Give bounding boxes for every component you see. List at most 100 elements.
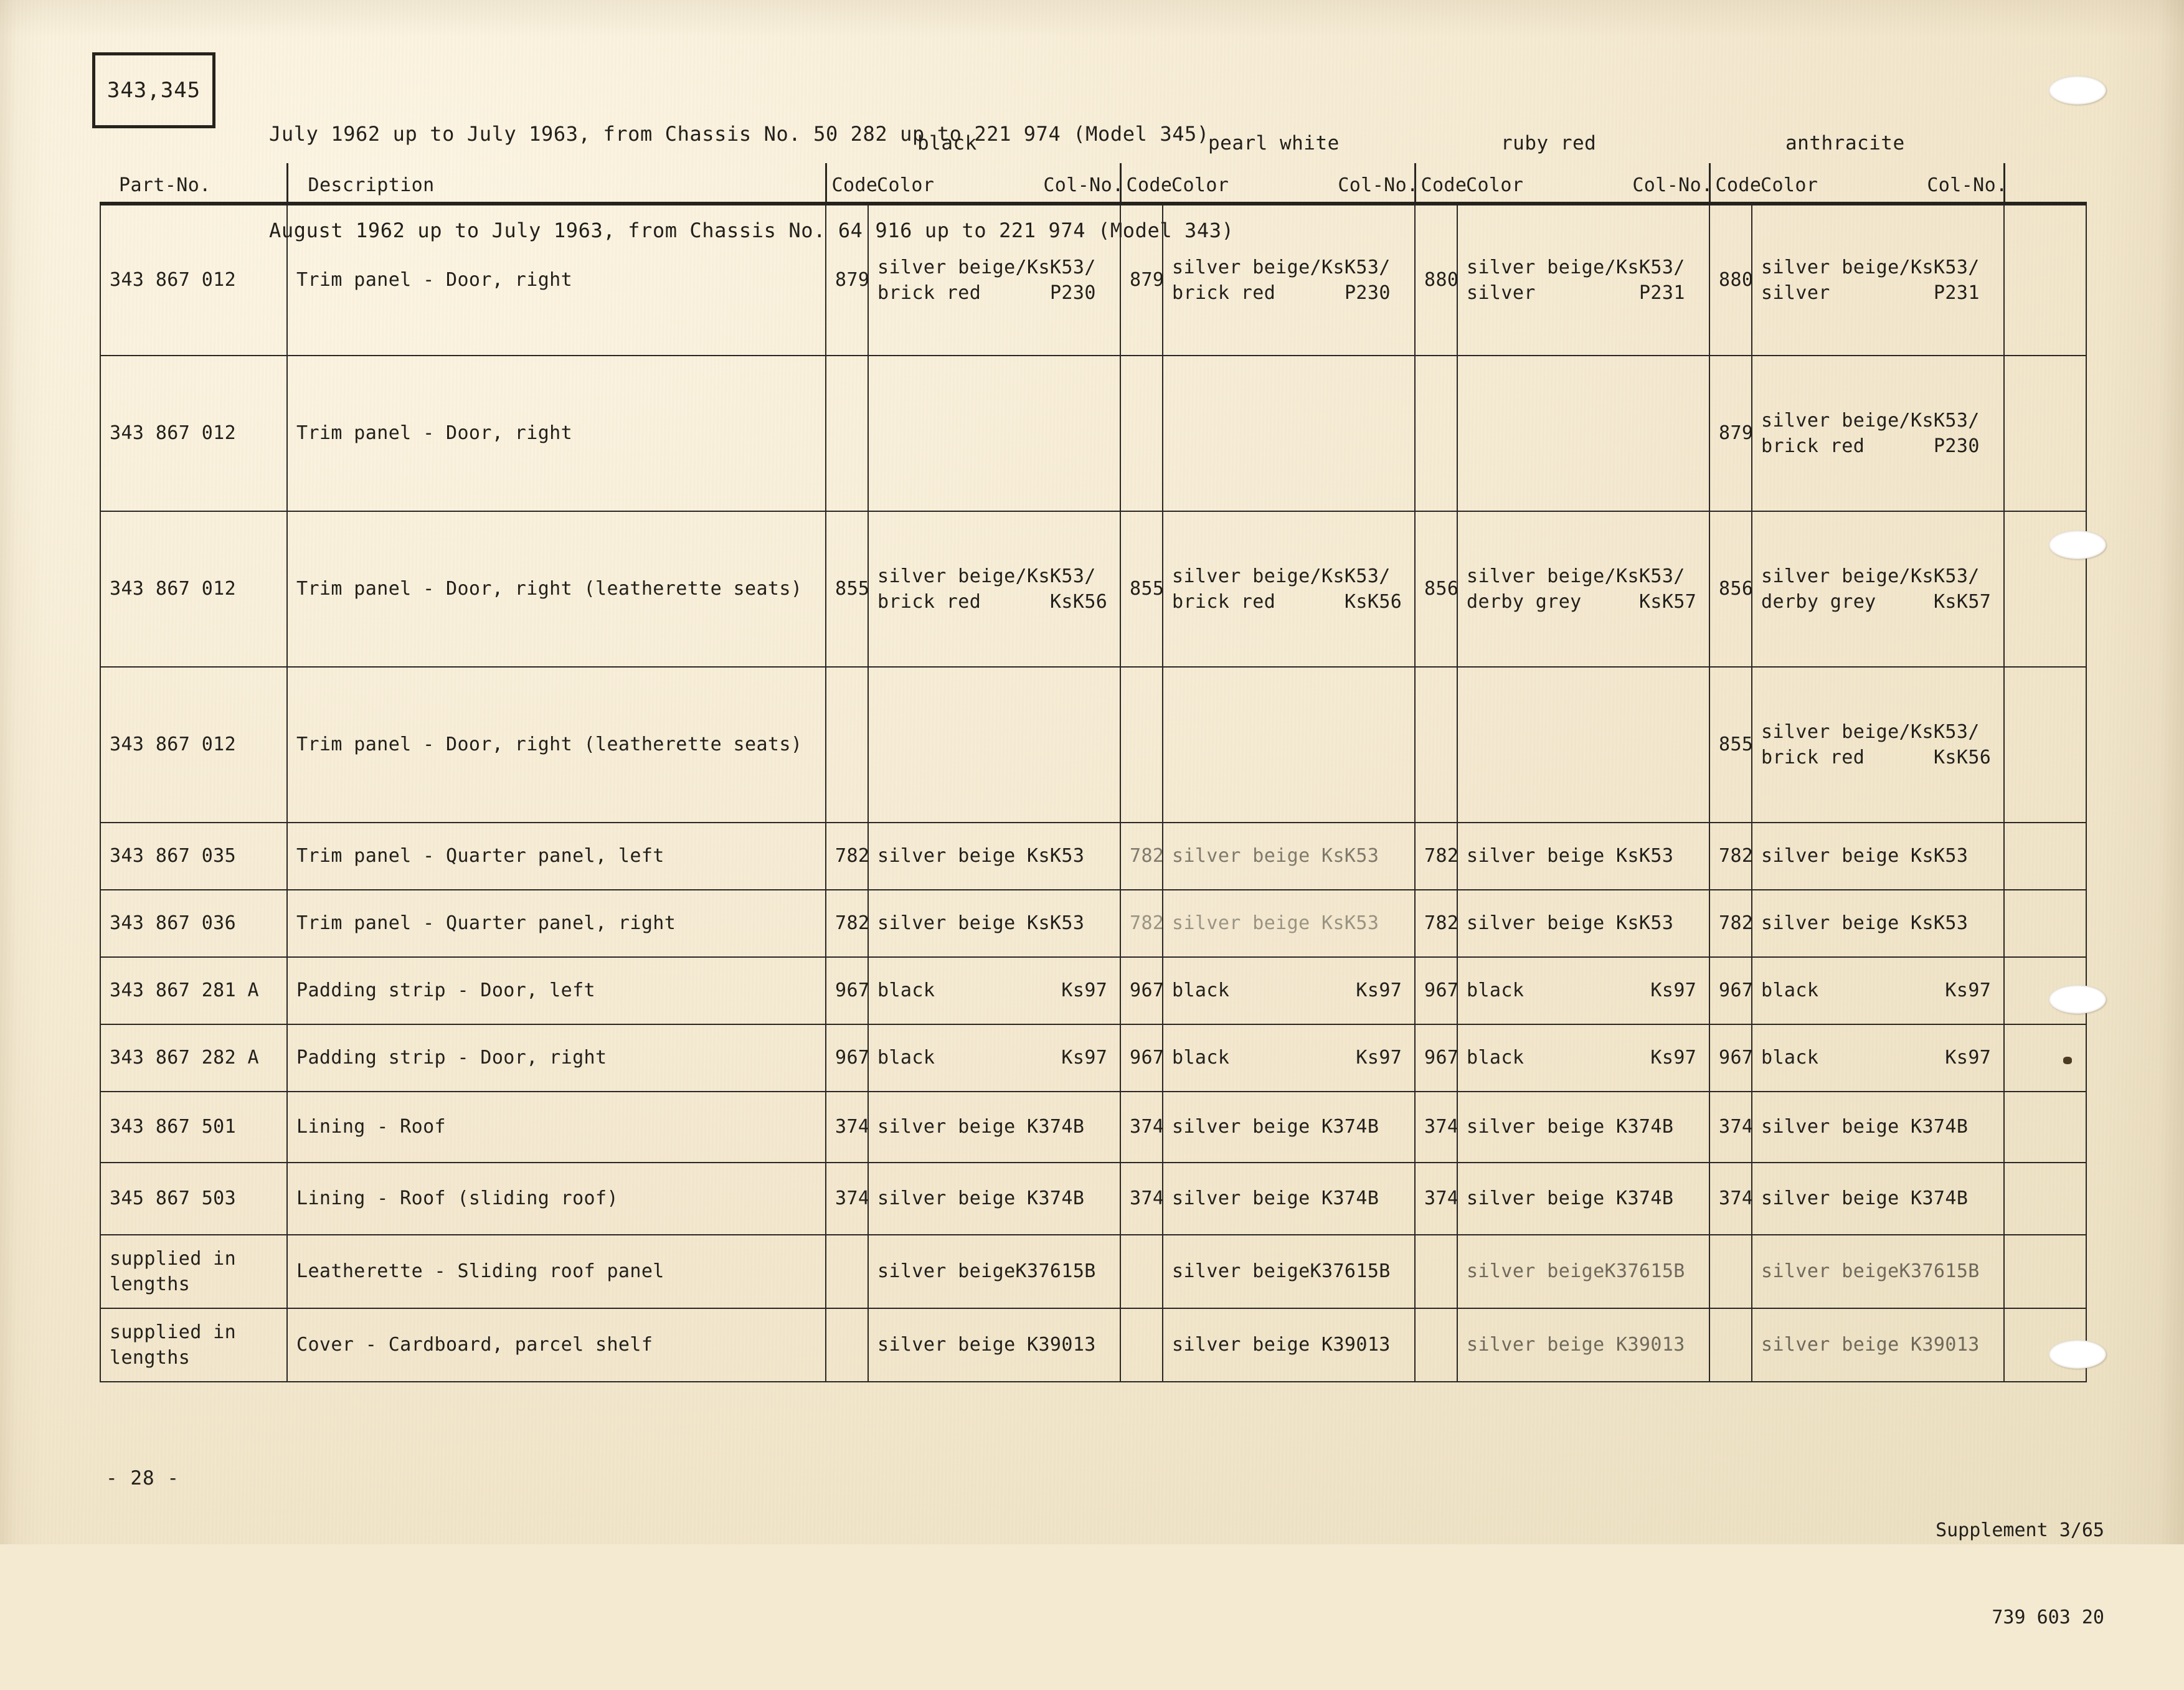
cell-code: 967 [1414, 1024, 1458, 1092]
paper-speck [2063, 1057, 2072, 1064]
color-name: silver beige/KsK53/ [1467, 256, 1685, 278]
cell-color: silver beigeK37615B [867, 1234, 1121, 1309]
parts-table-body: 343 867 012 Trim panel - Door, right 879 si… [100, 203, 2087, 1382]
cell-code: 855 [825, 511, 869, 668]
cell-part-no: 343 867 281 A [100, 956, 288, 1025]
colno-text: Col-No. [1632, 174, 1713, 196]
cell-description: Cover - Cardboard, parcel shelf [286, 1308, 826, 1382]
cell-color: silver beige/KsK53/brick red KsK56 [1162, 511, 1416, 668]
color-name: silver beige/KsK53/ [1761, 565, 1980, 587]
cell-code: 374 [1709, 1091, 1753, 1163]
table-row: 343 867 012 Trim panel - Door, right (lea… [100, 511, 2087, 668]
cell-color: silver beige K39013 [1457, 1308, 1710, 1382]
color-text: Color [1171, 174, 1229, 196]
model-number-label: 343,345 [106, 78, 201, 103]
color-name-2: derby grey [1467, 591, 1639, 613]
cell-code: 856 [1709, 511, 1753, 668]
color-name: black [1467, 980, 1651, 1002]
color-name: silver beige K374B [877, 1116, 1085, 1138]
col-no: Ks97 [1945, 1047, 1992, 1069]
col-no: Ks97 [1061, 1047, 1108, 1069]
color-name-2: silver [1761, 282, 1934, 304]
cell-color: silver beige KsK53 [1751, 889, 2005, 958]
color-name: black [1467, 1047, 1651, 1069]
table-row: 343 867 501 Lining - Roof 374 silver beige … [100, 1091, 2087, 1163]
group-header-anthracite: anthracite [1785, 132, 1905, 154]
col-no-2: KsK56 [1049, 591, 1108, 613]
cell-trailing [2003, 889, 2087, 958]
cell-color: silver beige/KsK53/brick red KsK56 [867, 511, 1121, 668]
color-name: silver beige KsK53 [1761, 912, 1969, 935]
cell-code: 374 [825, 1091, 869, 1163]
cell-code: 967 [1709, 1024, 1753, 1092]
color-text: Color [877, 174, 935, 196]
chassis-range-line-1: July 1962 up to July 1963, from Chassis … [269, 121, 1209, 146]
col-no: Ks97 [1650, 1047, 1697, 1069]
col-no-2: P230 [1344, 282, 1391, 304]
cell-color: black Ks97 [1457, 1024, 1710, 1092]
cell-code: 880 [1709, 203, 1753, 356]
table-row: 343 867 282 A Padding strip - Door, right… [100, 1024, 2087, 1092]
color-name: silver beigeK37615B [877, 1260, 1096, 1283]
cell-code: 856 [1414, 511, 1458, 668]
cell-trailing [2003, 355, 2087, 512]
cell-code: 967 [1120, 956, 1164, 1025]
cell-color [1162, 355, 1416, 512]
cell-color [867, 355, 1121, 512]
colno-text: Col-No. [1043, 174, 1124, 196]
supplement-label: Supplement 3/65 [1936, 1519, 2104, 1541]
cell-color: black Ks97 [1457, 956, 1710, 1025]
cell-color: silver beige/KsK53/brick red P230 [867, 203, 1121, 356]
col-header-code-anthracite: Code [1708, 163, 1761, 205]
table-row: 345 867 503 Lining - Roof (sliding roof) 3… [100, 1162, 2087, 1235]
cell-code: 782 [1709, 822, 1753, 890]
cell-color: silver beige K374B [1751, 1091, 2005, 1163]
cell-code: 879 [1709, 355, 1753, 512]
cell-description: Trim panel - Door, right (leatherette se… [286, 666, 826, 823]
col-no-2: P231 [1933, 282, 1980, 304]
cell-code: 782 [1120, 889, 1164, 958]
cell-trailing [2003, 203, 2087, 356]
cell-color: silver beige KsK53 [867, 889, 1121, 958]
cell-color: silver beige KsK53 [1751, 822, 2005, 890]
cell-description: Leatherette - Sliding roof panel [286, 1234, 826, 1309]
color-name: silver beige KsK53 [1761, 845, 1969, 867]
table-row: 343 867 012 Trim panel - Door, right 879 si… [100, 203, 2087, 356]
cell-part-no: supplied in lengths [100, 1234, 288, 1309]
cell-code: 967 [825, 1024, 869, 1092]
cell-description: Lining - Roof [286, 1091, 826, 1163]
cell-code [1414, 355, 1458, 512]
cell-code [1709, 1234, 1752, 1309]
color-name-2: brick red [877, 591, 1050, 613]
table-row: 343 867 012 Trim panel - Door, right (lea… [100, 666, 2087, 823]
col-header-part-no: Part-No. [100, 163, 287, 205]
col-header-color-anthracite: Color Col-No. [1752, 163, 2007, 205]
col-no-2: KsK57 [1638, 591, 1697, 613]
cell-color: black Ks97 [867, 1024, 1121, 1092]
table-row: supplied in lengths Leatherette - Sliding… [100, 1234, 2087, 1309]
model-number-box: 343,345 [92, 52, 215, 128]
cell-code [825, 1234, 869, 1309]
colno-text: Col-No. [1338, 174, 1419, 196]
group-header-pearl-white: pearl white [1208, 132, 1340, 154]
table-row: supplied in lengths Cover - Cardboard, pa… [100, 1308, 2087, 1382]
cell-color: black Ks97 [1162, 1024, 1416, 1092]
punch-hole [2049, 1340, 2106, 1369]
col-header-code-black: Code [825, 163, 877, 205]
cell-description: Lining - Roof (sliding roof) [286, 1162, 826, 1235]
cell-code: 374 [825, 1162, 869, 1235]
color-name-2: derby grey [1761, 591, 1934, 613]
color-name: silver beige/KsK53/ [1761, 256, 1980, 278]
cell-color [1162, 666, 1416, 823]
cell-color: silver beigeK37615B [1457, 1234, 1710, 1309]
cell-color: black Ks97 [1751, 1024, 2005, 1092]
cell-code [825, 355, 869, 512]
cell-code [1120, 355, 1163, 512]
cell-color: silver beige/KsK53/brick red P230 [1162, 203, 1416, 356]
cell-part-no: 343 867 036 [100, 889, 288, 958]
cell-color: black Ks97 [867, 956, 1121, 1025]
cell-color: silver beige/KsK53/derby grey KsK57 [1457, 511, 1710, 668]
cell-code [825, 666, 869, 823]
punch-hole [2049, 531, 2106, 559]
cell-code [1414, 666, 1458, 823]
